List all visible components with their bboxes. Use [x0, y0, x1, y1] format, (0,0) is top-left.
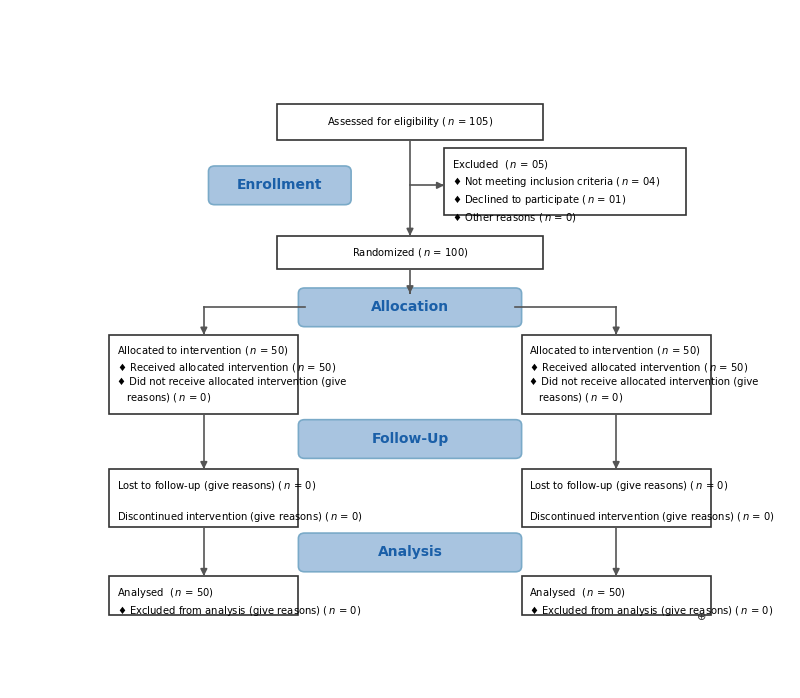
Text: Analysed  ( $\mathit{n}$ = 50)
♦ Excluded from analysis (give reasons) ( $\mathi: Analysed ( $\mathit{n}$ = 50) ♦ Excluded… [529, 586, 774, 618]
Text: Assessed for eligibility ( $\mathit{n}$ = 105): Assessed for eligibility ( $\mathit{n}$ … [327, 115, 493, 129]
FancyBboxPatch shape [110, 469, 298, 527]
FancyBboxPatch shape [522, 335, 710, 415]
Text: Excluded  ( $\mathit{n}$ = 05)
♦ Not meeting inclusion criteria ( $\mathit{n}$ =: Excluded ( $\mathit{n}$ = 05) ♦ Not meet… [451, 158, 660, 224]
Text: Analysed  ( $\mathit{n}$ = 50)
♦ Excluded from analysis (give reasons) ( $\mathi: Analysed ( $\mathit{n}$ = 50) ♦ Excluded… [117, 586, 361, 618]
Text: Lost to follow-up (give reasons) ( $\mathit{n}$ = 0)

Discontinued intervention : Lost to follow-up (give reasons) ( $\mat… [117, 479, 362, 524]
FancyBboxPatch shape [522, 576, 710, 615]
Text: Lost to follow-up (give reasons) ( $\mathit{n}$ = 0)

Discontinued intervention : Lost to follow-up (give reasons) ( $\mat… [529, 479, 775, 524]
FancyBboxPatch shape [110, 335, 298, 415]
Text: ⊕: ⊕ [697, 612, 706, 622]
FancyBboxPatch shape [444, 148, 686, 216]
FancyBboxPatch shape [209, 166, 351, 205]
Text: Allocated to intervention ( $\mathit{n}$ = 50)
♦ Received allocated intervention: Allocated to intervention ( $\mathit{n}$… [529, 344, 758, 404]
Text: Randomized ( $\mathit{n}$ = 100): Randomized ( $\mathit{n}$ = 100) [352, 246, 468, 259]
Text: Enrollment: Enrollment [237, 179, 322, 193]
FancyBboxPatch shape [522, 469, 710, 527]
FancyBboxPatch shape [298, 419, 522, 459]
FancyBboxPatch shape [298, 288, 522, 327]
Text: Follow-Up: Follow-Up [371, 432, 449, 446]
Text: Analysis: Analysis [378, 545, 442, 559]
FancyBboxPatch shape [277, 236, 543, 269]
Text: Allocated to intervention ( $\mathit{n}$ = 50)
♦ Received allocated intervention: Allocated to intervention ( $\mathit{n}$… [117, 344, 346, 404]
Text: Allocation: Allocation [371, 300, 449, 314]
FancyBboxPatch shape [277, 103, 543, 140]
FancyBboxPatch shape [298, 533, 522, 572]
FancyBboxPatch shape [110, 576, 298, 615]
